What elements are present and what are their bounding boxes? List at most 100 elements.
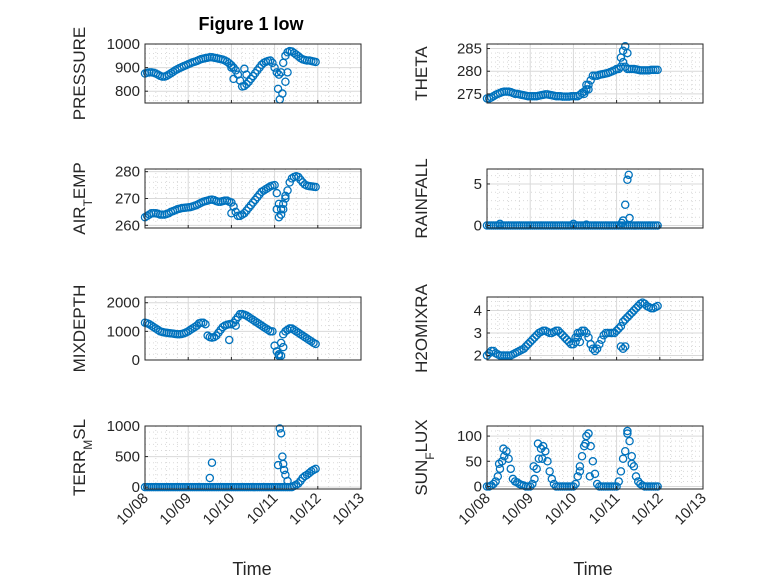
data-point — [586, 76, 595, 85]
data-point — [529, 462, 538, 471]
data-point — [504, 454, 513, 464]
data-point — [266, 56, 275, 65]
data-point — [253, 192, 262, 202]
data-point — [585, 472, 595, 481]
data-point — [278, 342, 288, 352]
y-tick-label: 5 — [474, 176, 482, 193]
data-point — [620, 342, 630, 351]
data-point — [244, 312, 253, 322]
data-point — [227, 319, 236, 329]
data-point — [268, 58, 277, 68]
data-point — [590, 346, 600, 356]
data-point — [229, 74, 238, 84]
data-point — [274, 199, 284, 209]
axes-box — [486, 425, 704, 490]
data-point — [296, 329, 305, 339]
plot-area — [145, 297, 361, 360]
data-point — [276, 210, 286, 219]
data-point — [556, 328, 565, 338]
data-point — [274, 70, 284, 79]
data-point — [575, 462, 585, 471]
data-point — [270, 180, 279, 190]
y-tick-label: 800 — [115, 83, 140, 100]
data-point — [278, 89, 287, 98]
data-point — [623, 175, 632, 185]
data-point — [588, 344, 598, 353]
data-point — [487, 93, 496, 102]
data-point — [484, 348, 494, 358]
data-point — [541, 446, 550, 456]
data-point — [283, 186, 292, 195]
data-point — [495, 219, 505, 229]
data-point — [491, 477, 500, 486]
data-point — [183, 327, 193, 336]
y-tick-label: 1000 — [107, 418, 140, 435]
data-point — [625, 436, 634, 446]
data-point — [283, 68, 292, 77]
data-point — [270, 63, 279, 72]
data-point — [307, 337, 316, 346]
data-point — [246, 314, 256, 323]
y-tick-label: 285 — [457, 41, 482, 58]
axes-box — [486, 296, 704, 361]
data-point — [616, 467, 626, 476]
data-point — [278, 204, 288, 214]
data-point — [499, 444, 508, 453]
data-point — [653, 221, 662, 230]
plot-area — [487, 169, 703, 228]
y-axis-label: SUNFLUX — [412, 419, 437, 495]
data-point — [147, 321, 156, 330]
data-point — [631, 303, 641, 313]
data-point — [227, 198, 236, 207]
plot-area — [145, 426, 361, 489]
data-point — [240, 208, 249, 218]
data-point — [534, 454, 544, 464]
data-point — [653, 301, 662, 311]
data-point — [302, 334, 312, 343]
data-point — [625, 213, 634, 223]
y-axis-label: AIRTEMP — [70, 162, 95, 235]
data-point — [623, 48, 632, 58]
data-point — [562, 335, 572, 344]
figure-title: Figure 1 low — [198, 14, 304, 34]
data-point — [554, 326, 563, 335]
data-point — [612, 482, 621, 491]
data-point — [224, 59, 234, 68]
y-tick-label: 4 — [474, 303, 482, 320]
data-point — [616, 321, 626, 331]
data-point — [618, 46, 628, 56]
data-point — [494, 459, 504, 469]
data-point — [620, 200, 630, 209]
data-point — [281, 77, 290, 87]
data-point — [235, 211, 245, 221]
data-point — [304, 335, 314, 345]
data-point — [272, 204, 282, 214]
data-point — [624, 170, 633, 180]
data-point — [519, 344, 528, 353]
data-point — [227, 208, 236, 218]
y-axis-label: THETA — [412, 46, 431, 101]
y-tick-label: 275 — [457, 86, 482, 103]
data-point — [523, 339, 533, 349]
data-point — [255, 319, 264, 329]
data-point — [294, 328, 303, 338]
data-point — [164, 70, 174, 79]
y-tick-label: 1000 — [107, 323, 140, 340]
data-point — [569, 482, 578, 491]
data-point — [582, 80, 591, 90]
data-point — [242, 70, 251, 79]
data-point — [279, 465, 289, 475]
data-point — [273, 460, 283, 470]
data-point — [573, 472, 582, 481]
data-point — [311, 339, 320, 349]
data-point — [188, 324, 197, 333]
data-point — [311, 57, 320, 67]
data-point — [248, 315, 258, 325]
data-point — [231, 66, 240, 75]
data-point — [610, 328, 619, 338]
data-point — [506, 464, 516, 474]
data-point — [275, 424, 285, 433]
data-point — [246, 200, 256, 210]
data-point — [525, 482, 535, 491]
